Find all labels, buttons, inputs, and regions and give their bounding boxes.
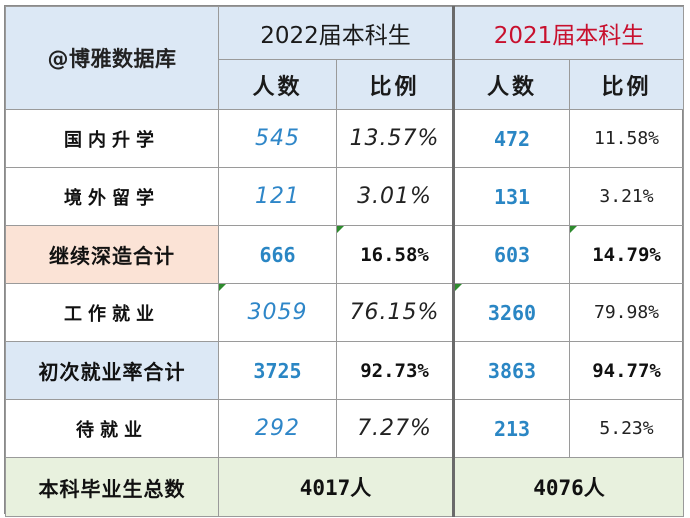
count-2022: 666: [218, 225, 337, 284]
count-2021: 213: [452, 399, 571, 458]
col-header-ratio-2021: 比例: [569, 59, 685, 110]
count-2021: 472: [452, 109, 571, 168]
row-label: 境外留学: [5, 167, 219, 226]
count-2021: 131: [452, 167, 571, 226]
employment-comparison-table: @博雅数据库 2022届本科生 2021届本科生 人数 比例 人数 比例 国内升…: [5, 6, 685, 517]
count-2021: 603: [452, 225, 571, 284]
count-2022: 545: [218, 109, 337, 168]
total-2021: 4076人: [452, 457, 685, 517]
ratio-2022: 13.57%: [335, 109, 455, 168]
year-2021-header: 2021届本科生: [452, 6, 685, 60]
year-2021-label: 2021届本科生: [493, 23, 645, 49]
ratio-2021: 3.21%: [569, 167, 685, 226]
watermark-header-cell: @博雅数据库: [5, 6, 219, 110]
count-2022: 121: [218, 167, 337, 226]
ratio-2021: 79.98%: [569, 283, 685, 342]
table-row-total: 本科毕业生总数 4017人 4076人: [5, 457, 685, 517]
row-label: 初次就业率合计: [5, 341, 219, 400]
ratio-2021: 94.77%: [569, 341, 685, 400]
col-header-count-2021: 人数: [452, 59, 571, 110]
col-header-count-2022: 人数: [218, 59, 337, 110]
ratio-2022: 3.01%: [335, 167, 455, 226]
watermark-label: @博雅数据库: [47, 47, 177, 71]
ratio-2021: 5.23%: [569, 399, 685, 458]
count-2022: 3059: [218, 283, 337, 342]
row-label: 国内升学: [5, 109, 219, 168]
total-2022: 4017人: [217, 457, 455, 517]
row-label: 工作就业: [5, 283, 219, 342]
row-label: 继续深造合计: [5, 225, 219, 284]
year-2022-label: 2022届本科生: [260, 23, 411, 49]
table-row: 境外留学 121 3.01% 131 3.21%: [5, 167, 685, 226]
table-row: 待就业 292 7.27% 213 5.23%: [5, 399, 685, 458]
table-row: 国内升学 545 13.57% 472 11.58%: [5, 109, 685, 168]
row-label: 待就业: [5, 399, 219, 458]
ratio-2021: 11.58%: [569, 109, 685, 168]
count-2021: 3260: [452, 283, 571, 342]
ratio-2022: 16.58%: [335, 225, 455, 284]
col-header-ratio-2022: 比例: [335, 59, 455, 110]
ratio-2022: 76.15%: [335, 283, 455, 342]
ratio-2022: 92.73%: [335, 341, 455, 400]
count-2022: 292: [218, 399, 337, 458]
ratio-2022: 7.27%: [335, 399, 455, 458]
year-2022-header: 2022届本科生: [217, 6, 455, 60]
count-2021: 3863: [452, 341, 571, 400]
table-row: 工作就业 3059 76.15% 3260 79.98%: [5, 283, 685, 342]
count-2022: 3725: [218, 341, 337, 400]
table-row-subtotal: 继续深造合计 666 16.58% 603 14.79%: [5, 225, 685, 284]
table-row-subtotal: 初次就业率合计 3725 92.73% 3863 94.77%: [5, 341, 685, 400]
ratio-2021: 14.79%: [569, 225, 685, 284]
total-label: 本科毕业生总数: [5, 457, 219, 517]
